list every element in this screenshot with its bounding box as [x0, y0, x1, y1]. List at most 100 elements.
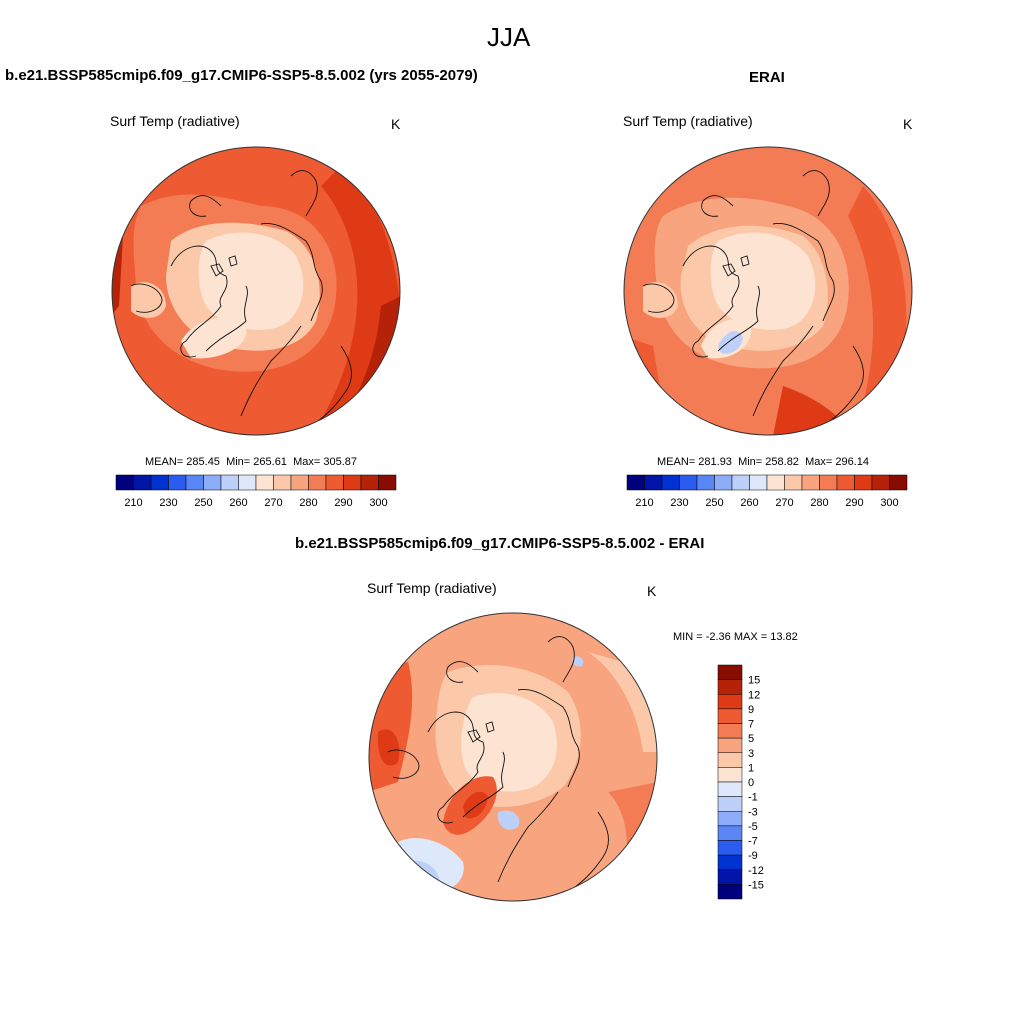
coastline [642, 283, 675, 313]
colorbar-tick-label: -9 [748, 850, 758, 862]
colorbar-box [717, 796, 743, 812]
min-value: 265.61 [253, 456, 287, 468]
colorbar-box [717, 752, 743, 768]
map-outline [368, 612, 658, 902]
panel3-units: K [647, 583, 657, 599]
colorbar-box [717, 869, 743, 885]
colorbar-box [717, 781, 743, 797]
coastline [240, 325, 302, 417]
coastline [682, 245, 740, 358]
colorbar-box [696, 474, 715, 491]
mean-label: MEAN= [657, 456, 696, 468]
coastline [517, 689, 580, 788]
coastline [446, 661, 479, 683]
colorbar-tick-label: 7 [748, 719, 754, 731]
coastline [717, 285, 760, 352]
colorbar-tick-label: 210 [635, 497, 653, 509]
colorbar-box [749, 474, 768, 491]
colorbar-tick-label: 5 [748, 733, 754, 745]
coastline [462, 751, 505, 818]
colorbar-box [343, 474, 362, 491]
colorbar-tick-label: 260 [740, 497, 758, 509]
panel3-variable: Surf Temp (radiative) [367, 580, 497, 596]
panel2-units: K [903, 116, 913, 132]
colorbar-tick-label: -12 [748, 865, 764, 877]
colorbar-tick-label: -7 [748, 836, 758, 848]
coastline [701, 195, 734, 217]
panel2-variable: Surf Temp (radiative) [623, 113, 753, 129]
colorbar-tick-label: 1 [748, 762, 754, 774]
colorbar-tick-label: 250 [705, 497, 723, 509]
coastline [210, 263, 224, 277]
map-fill-band [461, 693, 557, 792]
panel1-map [111, 146, 401, 436]
coastline [740, 255, 750, 267]
colorbar-box [626, 474, 645, 491]
colorbar-box [766, 474, 785, 491]
colorbar-box [325, 474, 344, 491]
colorbar-box [717, 708, 743, 724]
colorbar-box [308, 474, 327, 491]
panel3-stats: MIN = -2.36 MAX = 13.82 [673, 631, 798, 643]
colorbar-tick-label: 210 [124, 497, 142, 509]
colorbar-box [714, 474, 733, 491]
colorbar-box [203, 474, 222, 491]
coastline [170, 245, 228, 358]
map-fill-band [572, 656, 584, 667]
max-label: Max= [293, 456, 321, 468]
colorbar-box [819, 474, 838, 491]
colorbar-box [220, 474, 239, 491]
colorbar-box [360, 474, 379, 491]
coastline [772, 223, 835, 322]
coastline [427, 711, 485, 824]
coastline [822, 345, 864, 427]
colorbar-box [290, 474, 309, 491]
colorbar-box [133, 474, 152, 491]
panel1-variable: Surf Temp (radiative) [110, 113, 240, 129]
colorbar-box [717, 723, 743, 739]
colorbar-tick-label: 260 [229, 497, 247, 509]
colorbar-tick-label: 12 [748, 689, 760, 701]
map-fill-band [710, 232, 816, 330]
colorbar-tick-label: -1 [748, 792, 758, 804]
colorbar-box [717, 811, 743, 827]
colorbar-box [717, 694, 743, 710]
mean-value: 281.93 [698, 456, 732, 468]
panel3-colorbar: 15 12 9 7 5 3 1 0 -1 -3 -5 -7 -9 -12 -15 [717, 664, 764, 900]
colorbar-box [784, 474, 803, 491]
map-fill-band [718, 331, 743, 354]
colorbar-tick-label: -5 [748, 821, 758, 833]
coastline [485, 721, 495, 733]
coastline [752, 325, 814, 417]
colorbar-box [378, 474, 397, 491]
coastline [130, 283, 163, 313]
coastline [497, 791, 559, 883]
colorbar-box [150, 474, 169, 491]
colorbar-box [717, 767, 743, 783]
coastline [467, 729, 481, 743]
colorbar-box [717, 825, 743, 841]
colorbar-tick-label: 230 [159, 497, 177, 509]
colorbar-box [273, 474, 292, 491]
colorbar-box [731, 474, 750, 491]
mean-label: MEAN= [145, 456, 184, 468]
colorbar-tick-label: 300 [880, 497, 898, 509]
coastline [228, 255, 238, 267]
min-label: Min= [738, 456, 763, 468]
min-value: 258.82 [765, 456, 799, 468]
coastline [290, 170, 318, 217]
colorbar-box [238, 474, 257, 491]
colorbar-tick-label: 3 [748, 748, 754, 760]
map-outline [623, 146, 913, 436]
colorbar-box [717, 840, 743, 856]
coastline [802, 170, 830, 217]
colorbar-box [661, 474, 680, 491]
colorbar-tick-label: 270 [775, 497, 793, 509]
panel2-stats: MEAN= 281.93 Min= 258.82 Max= 296.14 [657, 456, 869, 468]
max-value: 296.14 [835, 456, 869, 468]
colorbar-tick-label: 9 [748, 704, 754, 716]
map-fill-band [497, 810, 520, 830]
colorbar-tick-label: 250 [194, 497, 212, 509]
colorbar-tick-label: 230 [670, 497, 688, 509]
colorbar-tick-label: 280 [299, 497, 317, 509]
